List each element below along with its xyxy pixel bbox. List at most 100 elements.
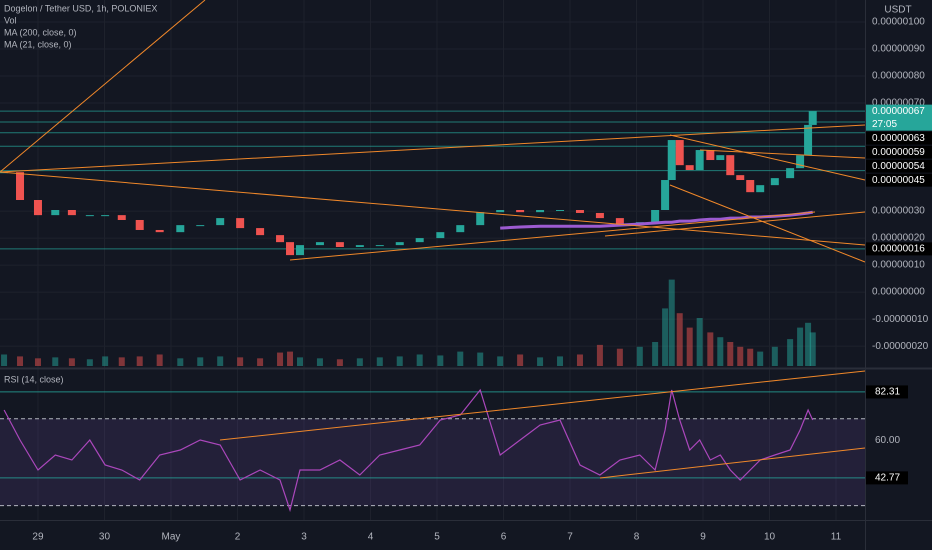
volume-bar — [356, 358, 363, 366]
price-tag — [866, 242, 932, 256]
candle — [196, 225, 205, 227]
volume-bar — [757, 351, 764, 366]
volume-bar — [336, 359, 343, 366]
candle — [556, 209, 565, 211]
legend-entry: MA (200, close, 0) — [4, 27, 77, 37]
y-tick-label: 60.00 — [875, 435, 900, 446]
candle — [436, 232, 445, 239]
ma200-line — [500, 210, 813, 230]
trend-line — [699, 149, 866, 159]
level-tag-label: 82.31 — [875, 387, 900, 398]
y-tick-label: 0.00000030 — [872, 206, 925, 217]
rsi-band — [0, 418, 865, 506]
candle — [536, 209, 545, 213]
volume-bar — [316, 358, 323, 366]
candle — [85, 215, 94, 217]
price-tag-label: 0.00000016 — [872, 244, 925, 255]
trend-line — [0, 124, 866, 173]
volume-bar — [34, 358, 41, 366]
volume-bar — [477, 352, 484, 366]
y-tick-label: 0.00000010 — [872, 260, 925, 271]
volume-bar — [376, 357, 383, 366]
trend-line — [0, 0, 206, 173]
x-tick-label: 30 — [99, 532, 111, 543]
candle — [415, 238, 424, 243]
legend-entry: MA (21, close, 0) — [4, 39, 72, 49]
volume-bar — [17, 356, 24, 366]
volume-bar — [287, 351, 294, 366]
price-tag — [866, 173, 932, 187]
trend-line — [669, 184, 866, 263]
x-tick-label: 6 — [501, 532, 507, 543]
price-tag-label: 0.00000059 — [872, 147, 925, 158]
candle — [786, 168, 795, 179]
candle — [726, 155, 735, 176]
volume-bar — [517, 354, 524, 366]
volume-bar — [717, 337, 724, 366]
volume-bar — [676, 313, 683, 366]
candle — [661, 180, 670, 210]
candle — [685, 165, 694, 171]
volume-bar — [1, 354, 8, 366]
volume-bar — [557, 356, 564, 366]
price-tag-label: 0.00000067 — [872, 106, 925, 117]
volume-bar — [787, 339, 794, 366]
volume-bar — [68, 358, 75, 366]
price-tag — [866, 159, 932, 173]
volume-bar — [707, 332, 714, 366]
trend-line — [669, 134, 866, 181]
price-tag — [866, 145, 932, 159]
chart-title: Dogelon / Tether USD, 1h, POLONIEX — [4, 3, 157, 13]
candle — [176, 225, 185, 233]
candle — [770, 178, 779, 186]
volume-bar — [636, 346, 643, 366]
candle — [335, 242, 344, 247]
volume-bar — [652, 342, 659, 366]
volume-bar — [696, 318, 703, 366]
volume-bar — [156, 354, 163, 366]
candle — [796, 155, 805, 169]
candle — [67, 209, 76, 216]
x-tick-label: 8 — [634, 532, 640, 543]
level-tag-label: 42.77 — [875, 473, 900, 484]
volume-bar — [257, 358, 264, 366]
volume-bar — [727, 342, 734, 366]
trend-line — [599, 447, 866, 479]
trend-line — [289, 211, 816, 261]
volume-bar — [686, 327, 693, 366]
candle — [375, 245, 384, 247]
marks — [0, 111, 817, 513]
volume-bar — [217, 356, 224, 366]
y-tick-label: -0.00000020 — [872, 341, 929, 352]
volume-bar — [177, 358, 184, 366]
x-tick-label: 3 — [301, 532, 307, 543]
price-tag-label: 0.00000045 — [872, 175, 925, 186]
volume-bar — [737, 346, 744, 366]
price-tag-label: 0.00000054 — [872, 161, 925, 172]
candle — [276, 235, 285, 243]
price-tag-label: 0.00000063 — [872, 133, 925, 144]
candle — [355, 245, 364, 247]
countdown: 27:05 — [872, 119, 897, 130]
x-tick-label: 7 — [567, 532, 573, 543]
candle — [135, 219, 144, 230]
candle — [117, 215, 126, 220]
rsi-title: RSI (14, close) — [4, 374, 64, 384]
candle — [756, 185, 765, 193]
volume-bar — [118, 357, 125, 366]
candle — [746, 180, 755, 193]
volume-bar — [576, 354, 583, 366]
y-tick-label: -0.00000010 — [872, 314, 929, 325]
volume-bar — [809, 332, 816, 366]
candle — [456, 225, 465, 233]
volume-bar — [237, 357, 244, 366]
x-tick-label: 11 — [831, 532, 842, 543]
candle — [101, 215, 110, 217]
candle — [516, 209, 525, 213]
trend-line — [604, 211, 866, 237]
x-tick-label: 10 — [764, 532, 776, 543]
candle — [315, 242, 324, 246]
x-tick-label: 2 — [235, 532, 241, 543]
volume-bar — [537, 357, 544, 366]
